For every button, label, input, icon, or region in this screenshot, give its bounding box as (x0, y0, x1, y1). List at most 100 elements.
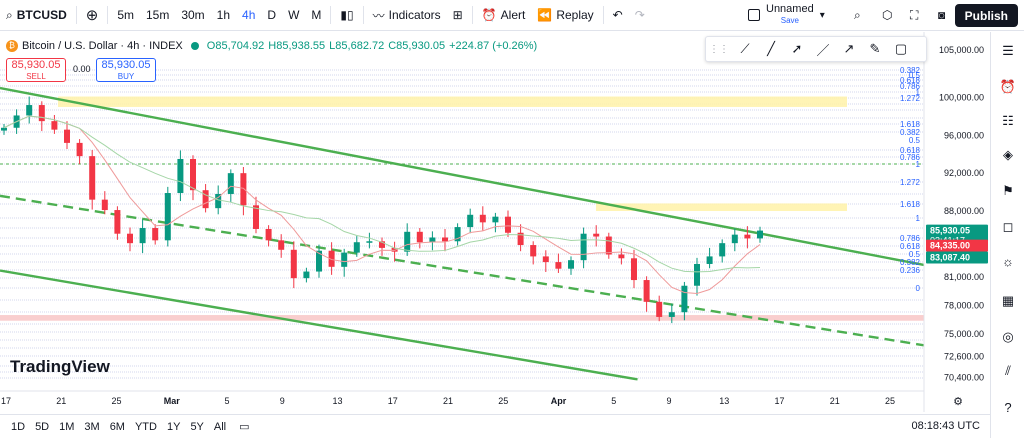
timeframe-m[interactable]: M (311, 8, 322, 22)
data-window-icon[interactable]: ☷ (1002, 113, 1014, 128)
redo-button[interactable]: ↷ (629, 0, 651, 30)
alert-button[interactable]: ⏰ Alert (476, 0, 532, 30)
range-3m[interactable]: 3M (84, 420, 100, 433)
fib-label: 1 (916, 214, 921, 223)
ohlc-close: C85,930.05 (388, 40, 446, 52)
price-axis-label: 105,000.00 (939, 45, 984, 55)
undo-button[interactable]: ↶ (607, 0, 629, 30)
range-6m[interactable]: 6M (109, 420, 125, 433)
calendar-icon[interactable]: ▦ (1001, 293, 1015, 308)
settings-button[interactable]: ⬡ (876, 0, 898, 30)
drag-handle[interactable]: ⋮⋮ (709, 43, 729, 55)
candle-body (568, 260, 574, 269)
candle-body (479, 214, 486, 223)
chart-type-button[interactable]: ▮▯ (334, 0, 359, 30)
time-axis-label: 13 (719, 396, 729, 406)
series-legend: ₿ Bitcoin / U.S. Dollar · 4h · INDEX O85… (6, 40, 537, 52)
buy-button[interactable]: 85,930.05 BUY (96, 58, 156, 82)
candle-body (1, 127, 7, 131)
timeframe-1h[interactable]: 1h (216, 8, 231, 22)
rectangle-tool-icon[interactable]: ▢ (894, 41, 908, 56)
timeframe-d[interactable]: D (267, 8, 277, 22)
candle-body (618, 254, 625, 259)
candle-body (580, 233, 587, 261)
timeframe-4h[interactable]: 4h (242, 8, 256, 22)
candle-body (744, 234, 751, 239)
ray-tool-icon[interactable]: ╱ (767, 41, 775, 56)
range-1d[interactable]: 1D (11, 420, 26, 433)
ideas-icon[interactable]: ☼ (1002, 253, 1014, 269)
candle-body (555, 262, 562, 269)
target-icon[interactable]: ◎ (1002, 329, 1014, 344)
trend-line-tool-icon[interactable]: ⟋ (740, 41, 750, 56)
time-axis-label: 5 (224, 396, 229, 406)
time-axis-label: 17 (774, 396, 784, 406)
timeframe-5m[interactable]: 5m (117, 8, 134, 22)
quick-search-button[interactable]: ⌕ (848, 0, 867, 30)
chart-area[interactable]: 0.382 0.5 0.618 0.786 1 1.272 1.618 0.382 0.5 0.6… (0, 32, 990, 412)
date-range-icon[interactable]: ▭ (239, 421, 250, 433)
publish-button[interactable]: Publish (954, 4, 1018, 27)
sell-button[interactable]: 85,930.05 SELL (6, 58, 66, 82)
time-axis-label: Mar (164, 396, 181, 406)
search-icon: ⌕ (854, 7, 861, 22)
utc-clock[interactable]: 08:18:43 UTC (911, 420, 980, 432)
chat-icon[interactable]: ◻ (1002, 219, 1014, 234)
indicators-label: Indicators (388, 8, 441, 22)
range-5y[interactable]: 5Y (190, 420, 204, 433)
cursor-tool-icon[interactable]: ➚ (791, 41, 803, 56)
time-axis-label: 13 (332, 396, 342, 406)
timeframe-30m[interactable]: 30m (181, 8, 205, 22)
range-5d[interactable]: 5D (35, 420, 50, 433)
candle-body (101, 199, 108, 211)
ohlc-low: L85,682.72 (329, 40, 385, 52)
divider (330, 6, 332, 24)
series-title: Bitcoin / U.S. Dollar · 4h · INDEX (22, 40, 183, 52)
fib-label: 0 (916, 284, 921, 293)
layout-menu[interactable]: Unnamed Save ▾ (748, 3, 825, 27)
indicators-button[interactable]: 〰 Indicators (367, 0, 447, 30)
price-tag (926, 251, 988, 264)
fullscreen-button[interactable]: ⛶ (904, 0, 924, 30)
highlight-zone (58, 96, 847, 107)
arrow-tool-icon[interactable]: ↗ (843, 41, 855, 56)
snapshot-button[interactable]: ◙ (932, 0, 951, 30)
fib-label: 0.786 (900, 153, 921, 162)
replay-button[interactable]: ⏪ Replay (531, 0, 599, 30)
timeframe-15m[interactable]: 15m (145, 8, 170, 22)
templates-button[interactable]: ⊞ (447, 0, 469, 30)
compare-symbol-button[interactable]: ⊕ (80, 0, 105, 30)
fib-label: 0.786 (900, 82, 921, 91)
alerts-clock-icon[interactable]: ⏰ (999, 79, 1017, 94)
range-all[interactable]: All (213, 420, 227, 433)
sell-label: SELL (26, 72, 46, 81)
trading-panel-icon[interactable]: ⫽ (1005, 363, 1011, 378)
timeframe-w[interactable]: W (288, 8, 300, 22)
watchlist-icon[interactable]: ☰ (1002, 43, 1014, 58)
candle-body (114, 210, 121, 234)
candle-body (366, 241, 373, 243)
market-status-dot (190, 42, 199, 50)
flag-icon[interactable]: ⚑ (1002, 183, 1014, 198)
time-axis-label: 21 (56, 396, 66, 406)
candle-body (26, 105, 33, 116)
settings-icon: ⬡ (882, 8, 893, 22)
range-ytd[interactable]: YTD (134, 420, 157, 433)
chevron-down-icon: ▾ (819, 9, 825, 21)
grid-icon: ⊞ (452, 8, 463, 22)
symbol-search[interactable]: ⌕ BTCUSD (0, 0, 73, 30)
range-1y[interactable]: 1Y (166, 420, 181, 433)
help-icon[interactable]: ? (1004, 399, 1012, 415)
line-tool-icon[interactable]: ／ (816, 42, 830, 58)
price-tag-label: 83,087.40 (930, 252, 970, 262)
range-1m[interactable]: 1M (59, 420, 75, 433)
axis-settings-icon[interactable]: ⚙ (953, 396, 963, 408)
checkbox-icon (748, 9, 760, 21)
candle-body (706, 256, 713, 264)
layers-icon[interactable]: ◈ (1003, 147, 1013, 162)
price-chart[interactable]: 0.3820.50.6180.78611.2721.6180.3820.50.6… (0, 32, 990, 412)
brush-tool-icon[interactable]: ✎ (869, 41, 881, 56)
time-axis-label: 9 (280, 396, 285, 406)
fib-label: 0.618 (900, 146, 921, 155)
fib-label: 0.618 (900, 76, 921, 85)
